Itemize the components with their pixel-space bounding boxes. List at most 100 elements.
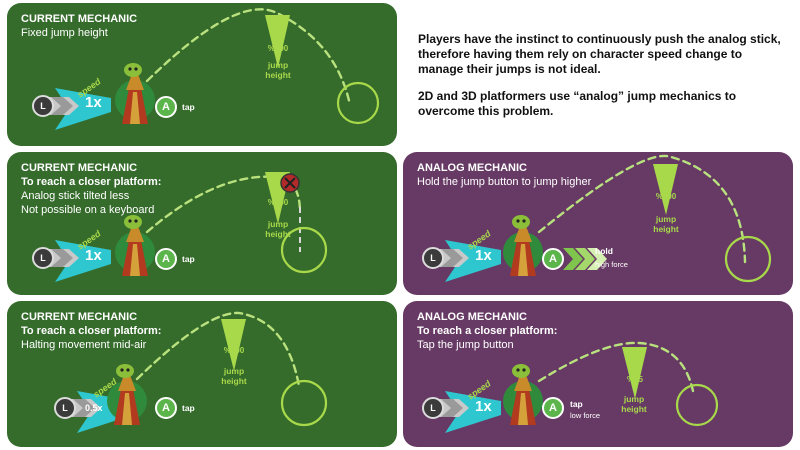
jump-height-triangle	[653, 164, 678, 215]
action-sub-label: low force	[570, 411, 601, 420]
jump-height-label: jump height	[253, 60, 303, 80]
panel-line: Fixed jump height	[21, 27, 108, 39]
target-platform-ring	[724, 235, 772, 283]
explanation-text: Players have the instinct to continuousl…	[418, 32, 790, 131]
panel-title: ANALOG MECHANIC	[417, 311, 527, 323]
height-word: height	[221, 376, 247, 386]
height-word: height	[653, 224, 679, 234]
panel-illustration	[54, 311, 328, 433]
action-label: tap	[570, 399, 583, 409]
target-platform-ring	[675, 383, 719, 427]
speed-multiplier: 1x	[475, 398, 492, 415]
hold-chevrons-icon	[563, 248, 607, 270]
analog-stick-icon	[54, 397, 101, 419]
speed-multiplier: 1x	[85, 94, 102, 111]
a-button-icon	[542, 397, 564, 419]
jump-percent-label: %65	[626, 375, 643, 384]
jump-trajectory	[135, 311, 301, 388]
jump-trajectory	[145, 175, 302, 234]
jump-word: jump	[623, 394, 645, 404]
panel-title: CURRENT MECHANIC	[21, 13, 138, 25]
jump-percent-label: %100	[267, 198, 289, 207]
jump-word: jump	[655, 214, 677, 224]
a-button-icon	[155, 397, 177, 419]
jump-trajectory	[537, 154, 747, 264]
stick-key-label: L	[40, 101, 46, 111]
jump-word: jump	[223, 366, 245, 376]
panel-line: Tap the jump button	[417, 339, 514, 351]
a-button-icon	[542, 248, 564, 270]
panel-analog-stick-tilt: CURRENT MECHANIC To reach a closer platfo…	[7, 152, 397, 295]
panel-illustration	[32, 172, 328, 282]
wizard-character-icon	[503, 364, 543, 425]
wizard-character-icon	[115, 63, 155, 124]
jump-height-triangle	[221, 319, 246, 371]
panel-line: Halting movement mid-air	[21, 339, 147, 351]
a-button-icon	[155, 96, 177, 118]
panel-text: ANALOG MECHANIC Hold the jump button to j…	[417, 161, 591, 189]
speed-multiplier: 0.5x	[85, 403, 103, 413]
analog-stick-icon	[32, 95, 79, 117]
speed-multiplier: 1x	[85, 247, 102, 264]
panel-illustration	[32, 8, 380, 130]
button-key-label: A	[162, 402, 170, 414]
a-button-icon	[155, 248, 177, 270]
analog-stick-icon	[422, 247, 469, 269]
target-platform-ring	[280, 379, 328, 427]
button-key-label: A	[549, 402, 557, 414]
panel-title: CURRENT MECHANIC	[21, 311, 138, 323]
jump-trajectory	[145, 8, 352, 107]
analog-stick-icon	[422, 397, 469, 419]
panel-analog-tap: ANALOG MECHANIC To reach a closer platfor…	[403, 301, 793, 447]
panel-subtitle: To reach a closer platform:	[21, 325, 162, 337]
panel-line: Not possible on a keyboard	[21, 204, 155, 216]
jump-height-label: jump height	[641, 214, 691, 234]
wizard-character-icon	[503, 215, 543, 276]
panel-text: CURRENT MECHANIC To reach a closer platfo…	[21, 310, 161, 352]
stick-key-label: L	[40, 253, 46, 263]
panel-text: CURRENT MECHANIC To reach a closer platfo…	[21, 161, 161, 217]
jump-word: jump	[267, 60, 289, 70]
button-key-label: A	[162, 253, 170, 265]
height-word: height	[621, 404, 647, 414]
jump-height-triangle	[622, 347, 647, 399]
panel-line: Hold the jump button to jump higher	[417, 176, 592, 188]
explanation-paragraph-2: 2D and 3D platformers use “analog” jump …	[418, 89, 737, 118]
explanation-paragraph-1: Players have the instinct to continuousl…	[418, 32, 781, 76]
target-platform-ring	[280, 226, 328, 274]
jump-height-label: jump height	[609, 394, 659, 414]
button-key-label: A	[549, 253, 557, 265]
panel-text: CURRENT MECHANIC Fixed jump height	[21, 12, 137, 40]
panel-analog-hold: ANALOG MECHANIC Hold the jump button to j…	[403, 152, 793, 295]
button-key-label: A	[162, 101, 170, 113]
jump-height-label: jump height	[209, 366, 259, 386]
panel-illustration	[422, 154, 772, 283]
jump-word: jump	[267, 219, 289, 229]
stick-key-label: L	[62, 403, 68, 413]
stick-key-label: L	[430, 253, 436, 263]
action-sub-label: high force	[595, 260, 628, 269]
panel-subtitle: To reach a closer platform:	[417, 325, 558, 337]
jump-percent-label: %100	[655, 192, 677, 201]
action-label: hold	[595, 246, 613, 256]
panel-subtitle: To reach a closer platform:	[21, 176, 162, 188]
panel-title: CURRENT MECHANIC	[21, 162, 138, 174]
action-label: tap	[182, 102, 195, 112]
jump-percent-label: %100	[267, 44, 289, 53]
stick-key-label: L	[430, 403, 436, 413]
height-word: height	[265, 70, 291, 80]
action-label: tap	[182, 254, 195, 264]
jump-percent-label: %100	[223, 346, 245, 355]
wizard-character-icon	[115, 215, 155, 276]
panel-halt-midair: CURRENT MECHANIC To reach a closer platfo…	[7, 301, 397, 447]
panel-title: ANALOG MECHANIC	[417, 162, 527, 174]
wizard-character-icon	[107, 364, 147, 425]
panel-line: Analog stick tilted less	[21, 190, 130, 202]
target-platform-ring	[336, 81, 380, 125]
panel-illustration	[422, 341, 719, 433]
panel-fixed-jump: CURRENT MECHANIC Fixed jump height %100 jum…	[7, 3, 397, 146]
blocked-x-icon	[280, 173, 300, 193]
jump-trajectory	[537, 341, 695, 393]
action-label: tap	[182, 403, 195, 413]
jump-height-label: jump height	[253, 219, 303, 239]
